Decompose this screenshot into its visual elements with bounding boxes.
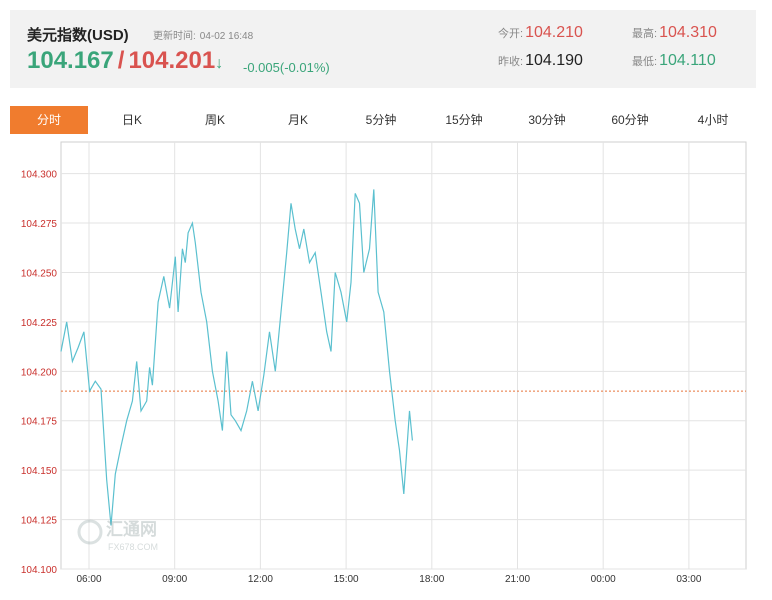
x-tick-label: 18:00 [419,574,444,585]
tab-monthly-k[interactable]: 月K [287,113,308,127]
update-time: 更新时间: 04-02 16:48 [149,27,253,42]
y-tick-label: 104.175 [21,417,58,428]
y-tick-label: 104.200 [21,367,58,378]
watermark: 汇通网 FX678.COM [77,519,158,552]
y-tick-label: 104.100 [21,565,58,576]
x-tick-label: 06:00 [76,574,101,585]
tab-weekly-k[interactable]: 周K [204,113,225,127]
low-stat: 最低: 104.110 [632,52,716,70]
y-tick-label: 104.300 [21,170,58,181]
timeframe-tabs: 分时 日K 周K 月K 5分钟 15分钟 30分钟 60分钟 4小时 [10,106,756,134]
open-value: 104.210 [525,24,583,41]
high-stat: 最高: 104.310 [632,24,717,42]
high-label: 最高: [632,28,658,40]
prev-close-value: 104.190 [525,52,583,69]
prev-close-stat: 昨收: 104.190 [498,52,583,70]
y-tick-label: 104.275 [21,219,58,230]
y-tick-label: 104.225 [21,318,58,329]
bid-price: 104.167 [27,47,114,74]
tab-60min[interactable]: 60分钟 [611,113,649,127]
plot-area [60,141,747,570]
open-stat: 今开: 104.210 [498,24,583,42]
y-tick-label: 104.250 [21,268,58,279]
y-tick-label: 104.125 [21,516,58,527]
price-line: 104.167/104.201↓ [27,47,223,75]
x-tick-label: 03:00 [676,574,701,585]
tab-30min[interactable]: 30分钟 [528,113,566,127]
ask-price: 104.201 [128,47,216,74]
x-tick-label: 09:00 [162,574,187,585]
instrument-name: 美元指数(USD) [27,27,129,44]
x-tick-label: 15:00 [334,574,359,585]
watermark-brand: 汇通网 [106,520,157,540]
price-series-line [60,189,413,526]
tab-15min[interactable]: 15分钟 [445,113,483,127]
watermark-logo-icon [77,519,103,545]
tab-4h[interactable]: 4小时 [697,113,729,127]
tab-5min[interactable]: 5分钟 [365,113,397,127]
low-label: 最低: [632,56,658,68]
x-tick-label: 12:00 [248,574,273,585]
y-tick-label: 104.150 [21,466,58,477]
arrow-down-icon: ↓ [215,55,224,72]
watermark-site: FX678.COM [108,542,158,552]
prev-close-label: 昨收: [498,56,524,68]
high-value: 104.310 [659,24,717,41]
tab-intraday[interactable]: 分时 [10,106,88,134]
low-value: 104.110 [659,52,716,69]
update-label: 更新时间: [153,31,196,42]
open-label: 今开: [498,28,524,40]
tab-daily-k[interactable]: 日K [121,113,142,127]
x-tick-label: 21:00 [505,574,530,585]
update-value: 04-02 16:48 [199,31,254,42]
price-change: -0.005(-0.01%) [243,60,330,75]
quote-panel: 美元指数(USD) 更新时间: 04-02 16:48 104.167/104.2… [10,10,756,88]
x-tick-label: 00:00 [591,574,616,585]
price-separator: / [117,47,125,74]
